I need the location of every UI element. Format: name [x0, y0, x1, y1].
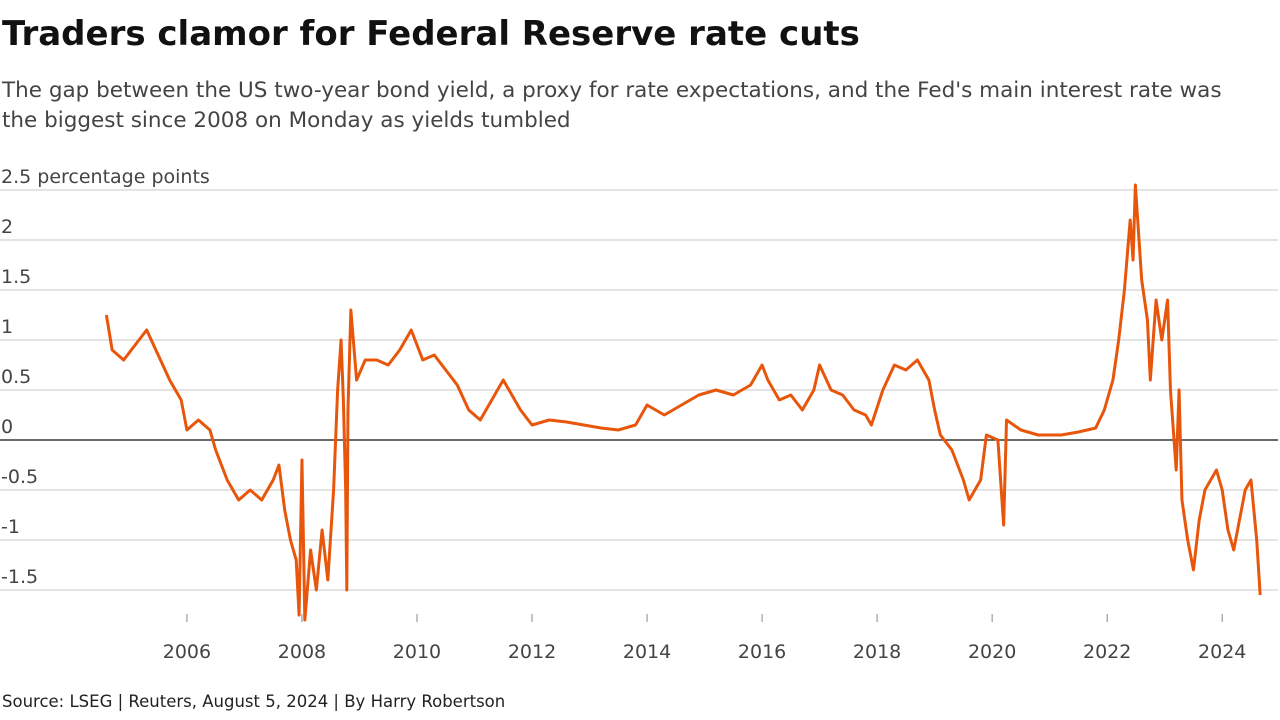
x-tick-label: 2016: [738, 641, 786, 663]
chart-subtitle: The gap between the US two-year bond yie…: [2, 78, 1222, 133]
y-tick-label: 0.5: [1, 366, 31, 388]
x-tick-label: 2020: [968, 641, 1016, 663]
y-tick-label: -0.5: [1, 466, 38, 488]
y-tick-label: 1.5: [1, 266, 31, 288]
x-tick-label: 2010: [393, 641, 441, 663]
source-note: Source: LSEG | Reuters, August 5, 2024 |…: [2, 692, 506, 711]
x-tick-label: 2012: [508, 641, 556, 663]
y-tick-label: -1: [1, 516, 20, 538]
x-tick-label: 2008: [278, 641, 326, 663]
x-tick-label: 2022: [1083, 641, 1131, 663]
chart-title: Traders clamor for Federal Reserve rate …: [2, 14, 860, 54]
y-tick-label: 0: [1, 416, 13, 438]
y-tick-label: 1: [1, 316, 13, 338]
x-tick-label: 2018: [853, 641, 901, 663]
y-tick-label: 2.5 percentage points: [1, 166, 210, 188]
x-tick-label: 2006: [163, 641, 211, 663]
y-tick-label: -1.5: [1, 566, 38, 588]
y-tick-label: 2: [1, 216, 13, 238]
x-tick-label: 2024: [1198, 641, 1246, 663]
x-tick-label: 2014: [623, 641, 671, 663]
data-line: [104, 183, 1262, 622]
